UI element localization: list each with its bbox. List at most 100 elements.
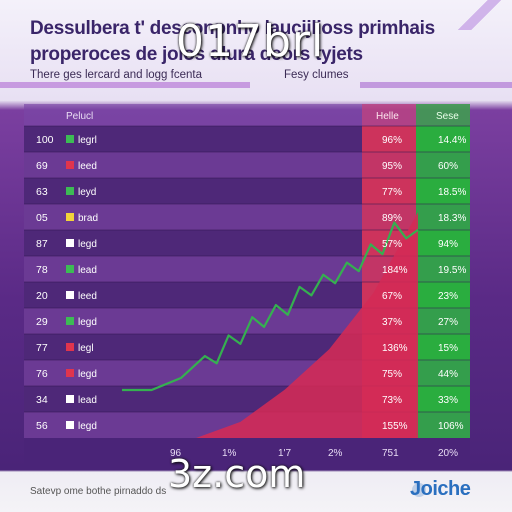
- row-red-value: 67%: [382, 291, 402, 302]
- table-header-red: [362, 104, 416, 126]
- row-green-value: 33%: [438, 395, 458, 406]
- row-red-value: 95%: [382, 161, 402, 172]
- green-cell: [416, 360, 470, 386]
- row-label: lead: [78, 395, 97, 406]
- row-green-value: 18.5%: [438, 187, 466, 198]
- row-red-value: 96%: [382, 135, 402, 146]
- row-label: legd: [78, 421, 97, 432]
- row-swatch: [66, 135, 74, 143]
- overlay-watermark-bottom: 3z.com: [168, 452, 306, 496]
- green-cell: [416, 204, 470, 230]
- row-red-value: 184%: [382, 265, 408, 276]
- row-green-value: 23%: [438, 291, 458, 302]
- red-cell: [362, 178, 416, 204]
- column-header-label: Pelucl: [66, 111, 93, 122]
- row-number: 63: [36, 186, 48, 198]
- green-cell: [416, 308, 470, 334]
- row-red-value: 57%: [382, 239, 402, 250]
- row-swatch: [66, 317, 74, 325]
- x-tick-label: 1'7: [278, 448, 291, 459]
- row-green-value: 44%: [438, 369, 458, 380]
- row-red-value: 75%: [382, 369, 402, 380]
- overlay-watermark-top: 017brl: [176, 16, 325, 67]
- row-swatch: [66, 187, 74, 195]
- row-green-value: 19.5%: [438, 265, 466, 276]
- green-cell: [416, 152, 470, 178]
- row-swatch: [66, 395, 74, 403]
- brand-logo: Joiche: [410, 478, 471, 500]
- row-swatch: [66, 291, 74, 299]
- row-number: 87: [36, 238, 48, 250]
- column-header-red: Helle: [376, 111, 399, 122]
- footer-caption: Satevp ome bothe pirnaddo ds: [30, 486, 167, 497]
- row-number: 69: [36, 160, 48, 172]
- row-green-value: 27%: [438, 317, 458, 328]
- row-number: 76: [36, 368, 48, 380]
- header-stripe-right: [360, 82, 512, 88]
- row-green-value: 14.4%: [438, 135, 466, 146]
- column-header-green: Sese: [436, 111, 459, 122]
- red-cell: [362, 126, 416, 152]
- green-cell: [416, 282, 470, 308]
- row-label: legl: [78, 343, 94, 354]
- x-tick-label: 2%: [328, 448, 343, 459]
- row-swatch: [66, 239, 74, 247]
- subtitle-right: Fesy clumes: [284, 69, 349, 81]
- green-cell: [416, 126, 470, 152]
- row-label: legd: [78, 239, 97, 250]
- row-swatch: [66, 265, 74, 273]
- row-number: 100: [36, 134, 54, 146]
- row-red-value: 155%: [382, 421, 408, 432]
- row-number: 77: [36, 342, 48, 354]
- row-green-value: 15%: [438, 343, 458, 354]
- row-label: leyd: [78, 187, 96, 198]
- row-number: 56: [36, 420, 48, 432]
- headline-line-1: Dessulbera t' desconpnho laucijlioss pri…: [30, 18, 435, 39]
- row-red-value: 89%: [382, 213, 402, 224]
- row-number: 34: [36, 394, 48, 406]
- line-series: [122, 221, 419, 392]
- corner-decoration: [452, 0, 512, 30]
- x-tick-label: 751: [382, 448, 399, 459]
- row-swatch: [66, 213, 74, 221]
- x-tick-label: 96: [170, 448, 182, 459]
- x-tick-label: 20%: [438, 448, 458, 459]
- row-red-value: 37%: [382, 317, 402, 328]
- header-stripe-left: [0, 82, 250, 88]
- row-label: legd: [78, 369, 97, 380]
- green-cell: [416, 256, 470, 282]
- green-cell: [416, 412, 470, 438]
- green-cell: [416, 178, 470, 204]
- row-label: lead: [78, 265, 97, 276]
- row-red-value: 136%: [382, 343, 408, 354]
- row-green-value: 60%: [438, 161, 458, 172]
- row-label: legd: [78, 317, 97, 328]
- axis-band: [24, 438, 470, 464]
- row-red-value: 73%: [382, 395, 402, 406]
- table-header-green: [416, 104, 470, 126]
- row-label: leed: [78, 161, 97, 172]
- row-swatch: [66, 421, 74, 429]
- row-green-value: 106%: [438, 421, 464, 432]
- subtitle: There ges lercard and logg fcenta: [30, 69, 202, 81]
- table-header-band: [24, 104, 470, 126]
- row-number: 05: [36, 212, 48, 224]
- row-swatch: [66, 161, 74, 169]
- red-cell: [362, 152, 416, 178]
- row-label: leed: [78, 291, 97, 302]
- green-cell: [416, 230, 470, 256]
- x-tick-label: 1%: [222, 448, 237, 459]
- green-cell: [416, 386, 470, 412]
- brand-logo-icon: [412, 483, 426, 497]
- red-cell: [362, 204, 416, 230]
- row-swatch: [66, 343, 74, 351]
- row-number: 20: [36, 290, 48, 302]
- area-series: [122, 212, 418, 438]
- headline-line-2: properoces de joios dlura deors tyjets: [30, 44, 363, 65]
- row-number: 78: [36, 264, 48, 276]
- row-label: brad: [78, 213, 98, 224]
- green-cell: [416, 334, 470, 360]
- row-green-value: 18.3%: [438, 213, 466, 224]
- row-red-value: 77%: [382, 187, 402, 198]
